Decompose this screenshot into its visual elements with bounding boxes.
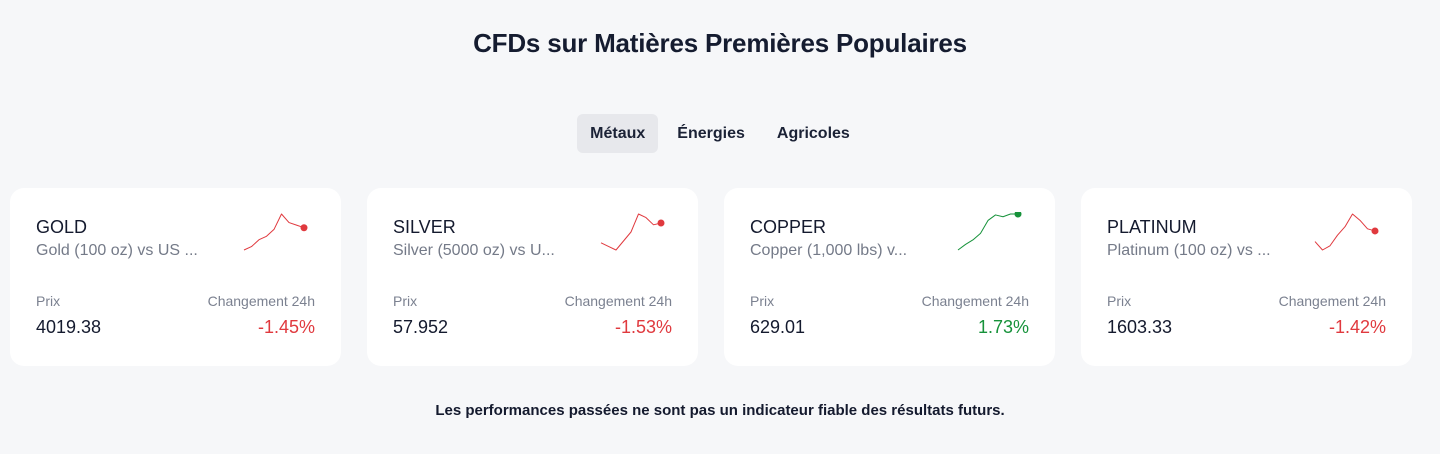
change-label: Changement 24h: [207, 293, 315, 309]
instrument-card-copper[interactable]: COPPER Copper (1,000 lbs) v... Prix Chan…: [724, 188, 1055, 366]
sparkline-endpoint: [657, 219, 665, 227]
instrument-symbol: COPPER: [750, 217, 827, 237]
change-value: -1.53%: [614, 317, 672, 337]
change-label: Changement 24h: [1278, 293, 1386, 309]
instrument-card-gold[interactable]: GOLD Gold (100 oz) vs US ... Prix Change…: [10, 188, 341, 366]
price-label: Prix: [1107, 293, 1132, 309]
sparkline-chart: [243, 213, 308, 251]
sparkline-chart: [957, 212, 1022, 251]
sparkline-line: [1314, 213, 1376, 251]
price-value: 4019.38: [36, 317, 102, 337]
price-value: 629.01: [750, 317, 806, 337]
change-value: -1.42%: [1328, 317, 1386, 337]
tab-energies[interactable]: Énergies: [677, 125, 745, 142]
sparkline-line: [600, 213, 662, 251]
instrument-card-platinum[interactable]: PLATINUM Platinum (100 oz) vs ... Prix C…: [1081, 188, 1412, 366]
change-value: -1.45%: [257, 317, 315, 337]
instrument-description: Silver (5000 oz) vs U...: [393, 242, 555, 259]
instrument-description: Copper (1,000 lbs) v...: [750, 242, 908, 259]
sparkline-endpoint: [300, 224, 308, 232]
sparkline-endpoint: [1014, 212, 1022, 218]
instrument-description: Gold (100 oz) vs US ...: [36, 242, 198, 259]
change-label: Changement 24h: [921, 293, 1029, 309]
section-title: CFDs sur Matières Premières Populaires: [473, 28, 967, 58]
price-label: Prix: [750, 293, 775, 309]
price-label: Prix: [393, 293, 418, 309]
instrument-symbol: GOLD: [36, 217, 88, 237]
disclaimer-text: Les performances passées ne sont pas un …: [435, 402, 1005, 419]
sparkline-endpoint: [1371, 227, 1379, 235]
instrument-cards: GOLD Gold (100 oz) vs US ... Prix Change…: [10, 188, 1412, 366]
sparkline-line: [243, 213, 305, 251]
price-value: 57.952: [393, 317, 449, 337]
sparkline-line: [957, 213, 1018, 251]
instrument-symbol: PLATINUM: [1107, 217, 1197, 237]
instrument-card-silver[interactable]: SILVER Silver (5000 oz) vs U... Prix Cha…: [367, 188, 698, 366]
change-label: Changement 24h: [564, 293, 672, 309]
sparkline-chart: [1314, 213, 1379, 251]
tab-metaux[interactable]: Métaux: [577, 114, 659, 153]
tab-agricoles[interactable]: Agricoles: [776, 125, 850, 142]
sparkline-chart: [600, 213, 665, 251]
price-value: 1603.33: [1107, 317, 1173, 337]
price-label: Prix: [36, 293, 61, 309]
change-value: 1.73%: [977, 317, 1029, 337]
instrument-symbol: SILVER: [393, 217, 456, 237]
category-tabs: Métaux Énergies Agricoles: [0, 114, 1440, 153]
instrument-description: Platinum (100 oz) vs ...: [1107, 242, 1271, 259]
